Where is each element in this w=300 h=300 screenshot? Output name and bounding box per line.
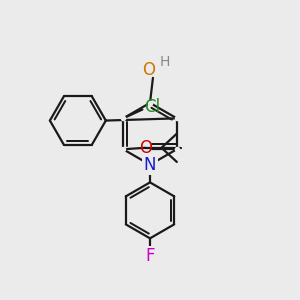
- Text: Cl: Cl: [145, 98, 161, 116]
- Text: N: N: [144, 156, 156, 174]
- Text: O: O: [142, 61, 156, 79]
- Text: H: H: [160, 55, 170, 69]
- Text: F: F: [145, 247, 155, 265]
- Text: O: O: [139, 139, 152, 157]
